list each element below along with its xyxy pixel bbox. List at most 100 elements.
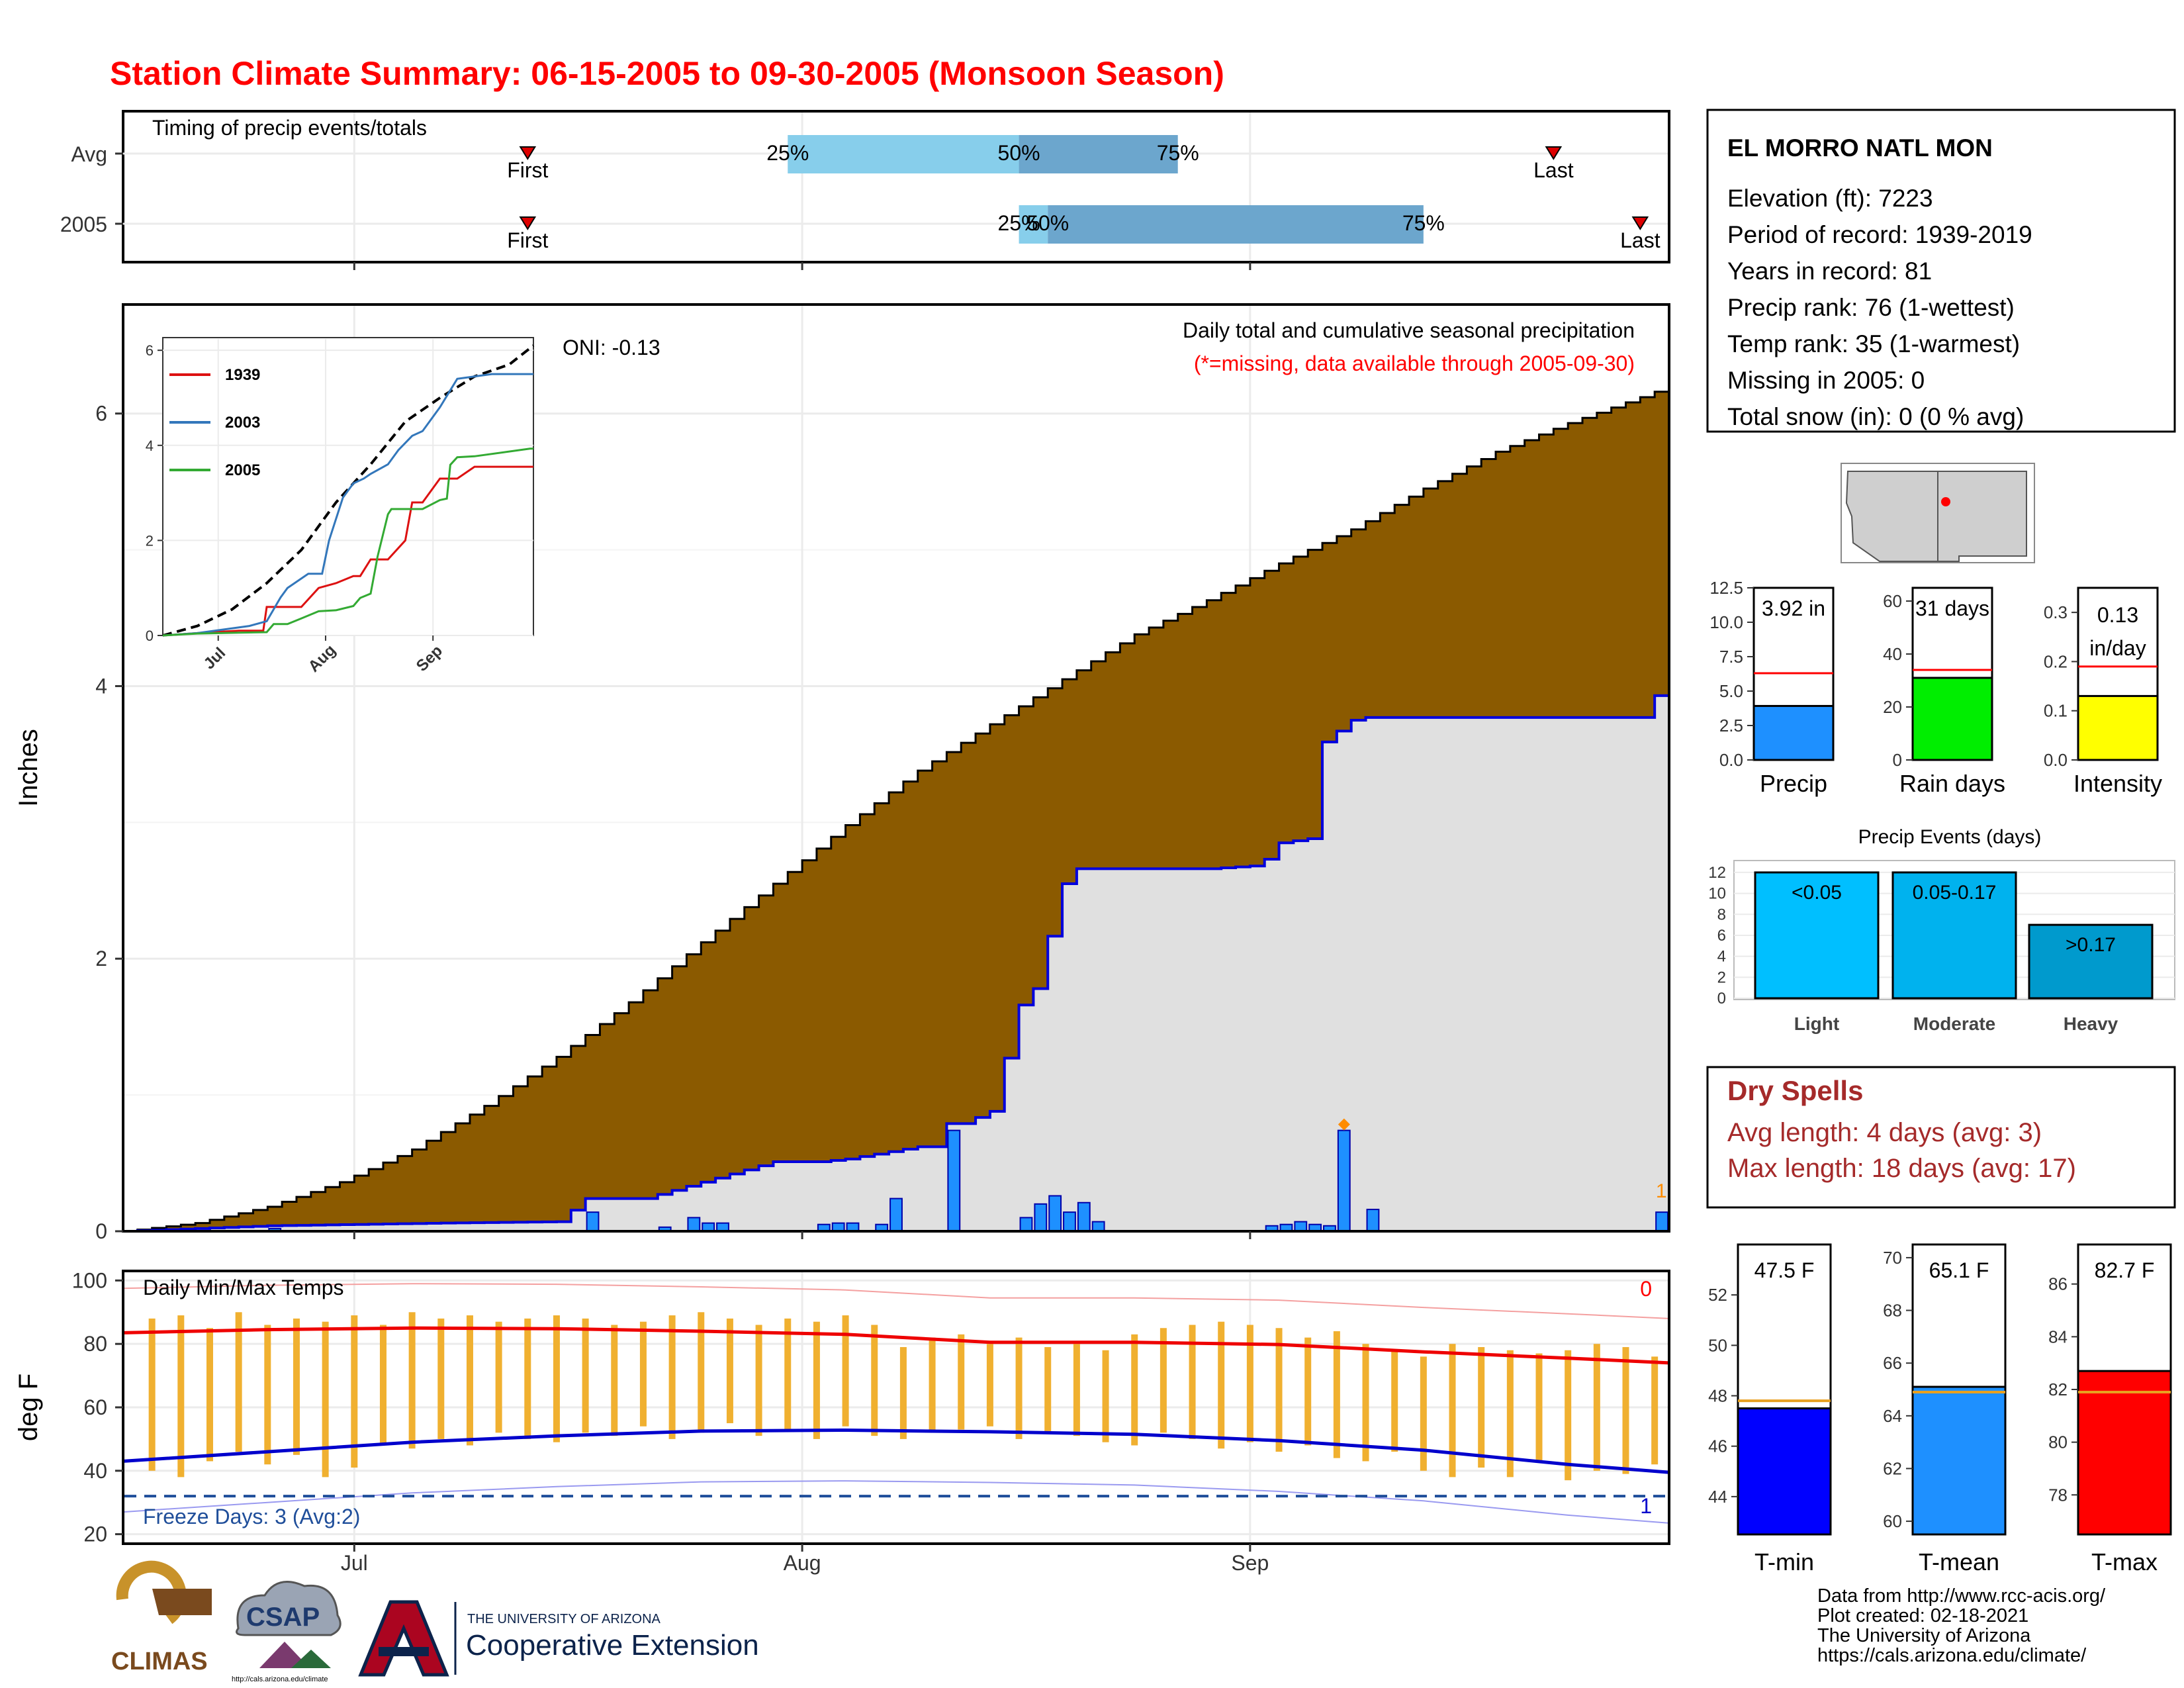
tsum-y-tick-label: 68 bbox=[1883, 1301, 1902, 1321]
daily-temp-bar bbox=[1449, 1344, 1456, 1477]
daily-temp-bar bbox=[1073, 1344, 1080, 1436]
daily-temp-bar bbox=[582, 1318, 589, 1433]
main-y-tick-label: 0 bbox=[95, 1219, 107, 1243]
summary-y-tick-label: 60 bbox=[1883, 591, 1902, 611]
timing-last-label: Last bbox=[1620, 228, 1661, 252]
main-y-tick-label: 4 bbox=[95, 674, 107, 698]
temp-top-right-count: 0 bbox=[1640, 1277, 1652, 1301]
summary-y-tick-label: 0.2 bbox=[2044, 651, 2068, 671]
station-name: EL MORRO NATL MON bbox=[1727, 134, 1993, 162]
tsum-category-label: T-mean bbox=[1919, 1548, 1999, 1575]
timing-row-label: Avg bbox=[71, 142, 107, 166]
tsum-y-tick-label: 82 bbox=[2048, 1380, 2068, 1399]
events-y-tick-label: 8 bbox=[1717, 906, 1726, 923]
observed-cumulative-line bbox=[123, 694, 1669, 1233]
timing-p25-label: 25% bbox=[766, 141, 809, 165]
station-info-line: Period of record: 1939-2019 bbox=[1727, 221, 2032, 248]
daily-temp-bar bbox=[1333, 1331, 1340, 1458]
timing-panel-title: Timing of precip events/totals bbox=[152, 116, 427, 140]
daily-temp-bar bbox=[264, 1325, 271, 1465]
daily-temp-bar bbox=[322, 1321, 329, 1477]
inset-y-tick-label: 2 bbox=[146, 532, 154, 549]
tsum-y-tick-label: 62 bbox=[1883, 1458, 1902, 1478]
daily-temp-bar bbox=[1044, 1346, 1052, 1433]
timing-p25-label: 25% bbox=[998, 211, 1040, 235]
events-category-label: Heavy bbox=[2064, 1013, 2118, 1034]
summary-category-label: Precip bbox=[1760, 770, 1827, 797]
events-bin-label: <0.05 bbox=[1792, 882, 1842, 904]
station-info-line: Temp rank: 35 (1-warmest) bbox=[1727, 330, 2020, 357]
tsum-bar bbox=[1911, 1385, 2007, 1536]
inset-series-2003 bbox=[162, 373, 533, 637]
tsum-y-tick-label: 50 bbox=[1708, 1335, 1727, 1355]
temp-y-tick-label: 20 bbox=[83, 1523, 107, 1546]
daily-temp-bar bbox=[177, 1315, 185, 1477]
summary-value-label: 0.13 bbox=[2097, 603, 2138, 627]
station-info-line: Total snow (in): 0 (0 % avg) bbox=[1727, 403, 2024, 430]
timing-bar-50-75 bbox=[1048, 205, 1424, 244]
footer-credit-line: Data from http://www.rcc-acis.org/ bbox=[1817, 1585, 2106, 1607]
summary-bar bbox=[2077, 694, 2159, 761]
inset-legend-label: 2005 bbox=[225, 461, 260, 479]
summary-y-tick-label: 0 bbox=[1893, 750, 1902, 770]
csap-url: http://cals.arizona.edu/climate bbox=[232, 1675, 328, 1683]
timing-last-label: Last bbox=[1533, 158, 1574, 182]
climas-logo-text: CLIMAS bbox=[111, 1648, 208, 1675]
main-y-tick-label: 2 bbox=[95, 947, 107, 970]
normal-cumulative-line bbox=[123, 386, 1670, 1233]
daily-temp-bar bbox=[611, 1325, 618, 1436]
summary-value-label: 31 days bbox=[1915, 596, 1989, 620]
dry-spells-max: Max length: 18 days (avg: 17) bbox=[1727, 1154, 2076, 1183]
daily-temp-bar bbox=[1565, 1350, 1572, 1481]
daily-temp-bar bbox=[1246, 1325, 1253, 1442]
timing-first-marker bbox=[519, 216, 537, 230]
tsum-y-tick-label: 48 bbox=[1708, 1386, 1727, 1406]
daily-temp-bar bbox=[1593, 1344, 1600, 1471]
daily-temp-bar bbox=[1506, 1350, 1514, 1477]
daily-temp-bar bbox=[1362, 1344, 1369, 1462]
tsum-y-tick-label: 46 bbox=[1708, 1436, 1727, 1456]
summary-value-unit: in/day bbox=[2089, 636, 2146, 660]
inset-frame bbox=[162, 337, 534, 636]
inset-y-tick-label: 4 bbox=[146, 438, 154, 454]
timing-bar-25-50 bbox=[788, 135, 1019, 173]
tsum-category-label: T-min bbox=[1754, 1548, 1814, 1575]
daily-precip-bar bbox=[889, 1197, 903, 1233]
events-y-tick-label: 2 bbox=[1717, 968, 1726, 986]
events-category-label: Light bbox=[1794, 1013, 1839, 1034]
summary-y-tick-label: 5.0 bbox=[1719, 681, 1743, 701]
footer-credit-line: Plot created: 02-18-2021 bbox=[1817, 1605, 2028, 1626]
daily-temp-bar bbox=[929, 1337, 936, 1433]
daily-temp-bar bbox=[293, 1318, 300, 1455]
timing-p75-label: 75% bbox=[1402, 211, 1445, 235]
events-y-tick-label: 6 bbox=[1717, 927, 1726, 945]
timing-first-label: First bbox=[507, 228, 548, 252]
daily-temp-bar bbox=[524, 1318, 531, 1439]
temp-panel-title: Daily Min/Max Temps bbox=[143, 1276, 343, 1299]
daily-temp-bar bbox=[899, 1346, 907, 1439]
main-y-axis-label: Inches bbox=[14, 729, 43, 807]
daily-temp-bar bbox=[698, 1312, 705, 1433]
events-bar bbox=[1891, 871, 2017, 1000]
footer-credit-line: https://cals.arizona.edu/climate/ bbox=[1817, 1645, 2087, 1666]
daily-temp-bar bbox=[148, 1318, 156, 1471]
daily-temp-bar bbox=[986, 1344, 993, 1427]
daily-temp-bar bbox=[1015, 1337, 1023, 1439]
summary-bar bbox=[1752, 704, 1835, 761]
summary-y-tick-label: 0.1 bbox=[2044, 701, 2068, 721]
daily-precip-bar bbox=[1655, 1211, 1668, 1233]
daily-temp-bar bbox=[668, 1315, 676, 1439]
tsum-y-tick-label: 84 bbox=[2048, 1327, 2068, 1346]
main-caption: Daily total and cumulative seasonal prec… bbox=[1183, 318, 1635, 342]
temp-x-tick-label: Aug bbox=[784, 1551, 821, 1575]
temp-bottom-right-count: 1 bbox=[1640, 1494, 1652, 1518]
daily-temp-bar bbox=[235, 1312, 242, 1452]
ua-small-text: THE UNIVERSITY OF ARIZONA bbox=[467, 1612, 661, 1626]
daily-temp-bar bbox=[1218, 1321, 1225, 1449]
main-y-tick-label: 6 bbox=[95, 402, 107, 426]
events-y-tick-label: 12 bbox=[1708, 864, 1726, 882]
daily-temp-bar bbox=[726, 1318, 733, 1423]
